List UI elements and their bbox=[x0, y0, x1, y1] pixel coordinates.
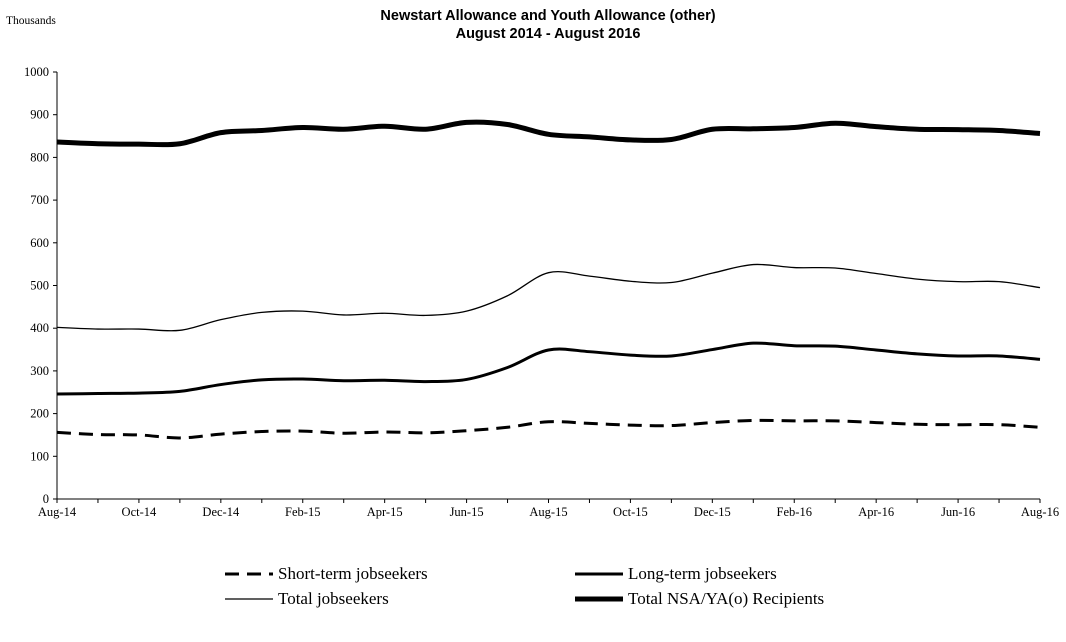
y-tick-label: 500 bbox=[30, 279, 49, 293]
chart-title: Newstart Allowance and Youth Allowance (… bbox=[380, 8, 715, 24]
x-tick-label: Apr-15 bbox=[367, 505, 403, 519]
x-tick-label: Dec-14 bbox=[202, 505, 240, 519]
y-tick-label: 600 bbox=[30, 236, 49, 250]
x-tick-label: Aug-14 bbox=[38, 505, 77, 519]
y-tick-label: 300 bbox=[30, 364, 49, 378]
x-tick-label: Oct-14 bbox=[122, 505, 157, 519]
x-tick-label: Dec-15 bbox=[694, 505, 731, 519]
series-line-1 bbox=[56, 341, 1041, 396]
y-tick-label: 700 bbox=[30, 193, 49, 207]
legend-label: Short-term jobseekers bbox=[278, 564, 428, 583]
y-tick-label: 900 bbox=[30, 108, 49, 122]
y-tick-label: 100 bbox=[30, 449, 49, 463]
y-tick-label: 800 bbox=[30, 150, 49, 164]
y-tick-label: 1000 bbox=[24, 65, 49, 79]
x-tick-label: Apr-16 bbox=[858, 505, 894, 519]
series-line-3 bbox=[56, 119, 1041, 148]
x-tick-label: Oct-15 bbox=[613, 505, 648, 519]
legend-label: Total NSA/YA(o) Recipients bbox=[628, 589, 824, 608]
axes: 0 100 200 300 400 500 600 700 800 900 1000 Aug-14 Oc… bbox=[24, 65, 1059, 519]
x-tick-label: Feb-16 bbox=[777, 505, 812, 519]
y-tick-label: 400 bbox=[30, 321, 49, 335]
chart-subtitle: August 2014 - August 2016 bbox=[456, 26, 641, 42]
series-line-2 bbox=[56, 263, 1041, 332]
legend: Short-term jobseekers Long-term jobseeker… bbox=[225, 564, 824, 608]
y-axis-units-label: Thousands bbox=[6, 15, 56, 27]
series-line-0 bbox=[56, 418, 1041, 440]
x-tick-label: Jun-15 bbox=[450, 505, 484, 519]
x-tick-label: Feb-15 bbox=[285, 505, 320, 519]
x-tick-label: Jun-16 bbox=[941, 505, 975, 519]
y-tick-label: 200 bbox=[30, 407, 49, 421]
x-tick-label: Aug-16 bbox=[1021, 505, 1059, 519]
legend-label: Long-term jobseekers bbox=[628, 564, 777, 583]
x-tick-label: Aug-15 bbox=[529, 505, 567, 519]
y-tick-label: 0 bbox=[43, 492, 49, 506]
series-lines bbox=[56, 119, 1041, 440]
legend-label: Total jobseekers bbox=[278, 589, 389, 608]
